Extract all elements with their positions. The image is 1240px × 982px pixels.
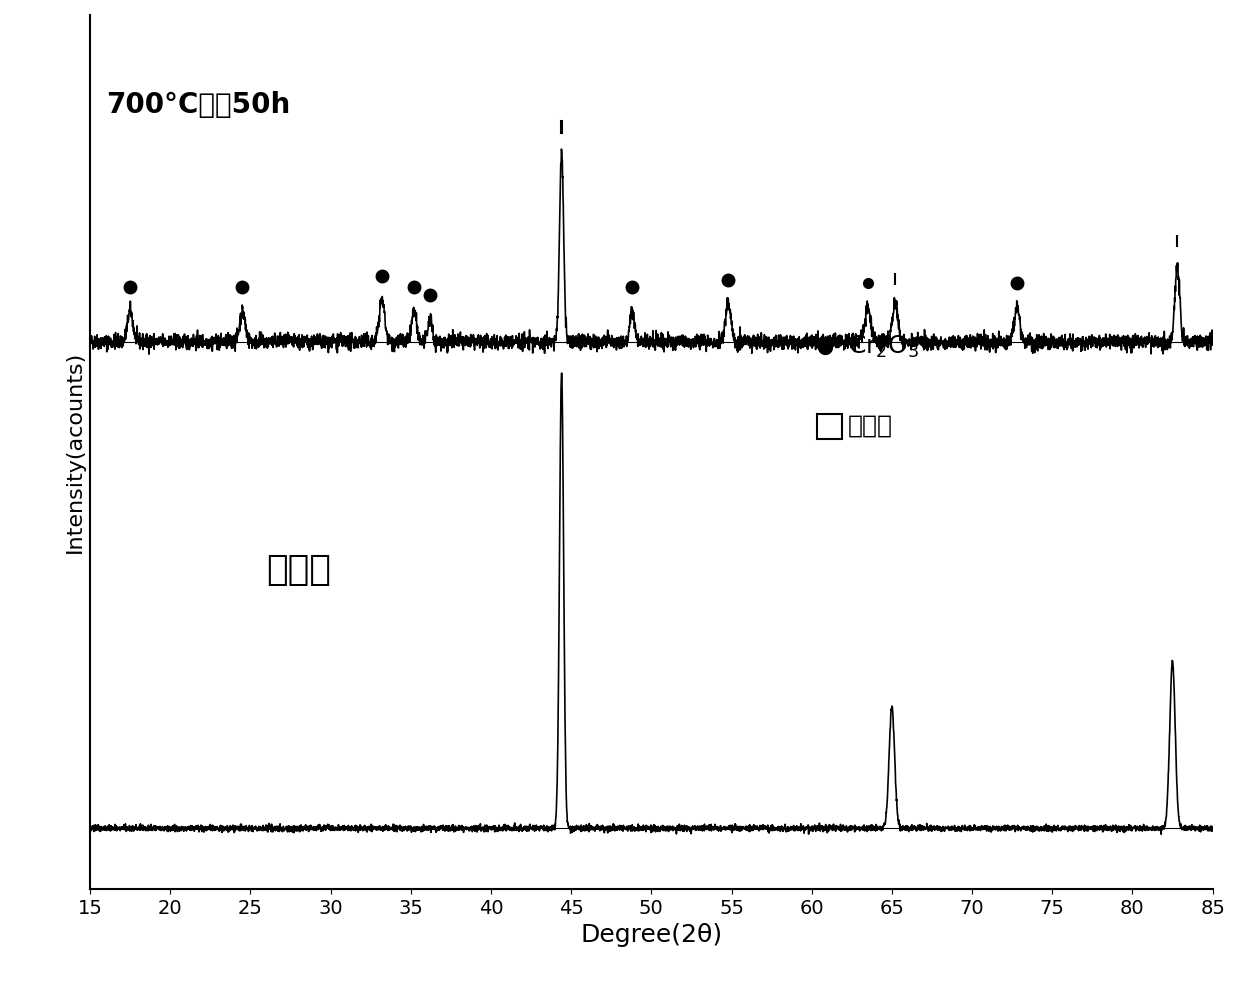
Text: 基体峰: 基体峰: [848, 413, 893, 438]
Text: 原始态: 原始态: [267, 553, 331, 587]
X-axis label: Degree(2θ): Degree(2θ): [580, 923, 723, 948]
Text: 700°C氧化50h: 700°C氧化50h: [107, 91, 290, 119]
FancyBboxPatch shape: [817, 414, 842, 439]
Y-axis label: Intensity(acounts): Intensity(acounts): [64, 351, 84, 553]
Text: Cr$_2$O$_3$: Cr$_2$O$_3$: [848, 334, 919, 360]
